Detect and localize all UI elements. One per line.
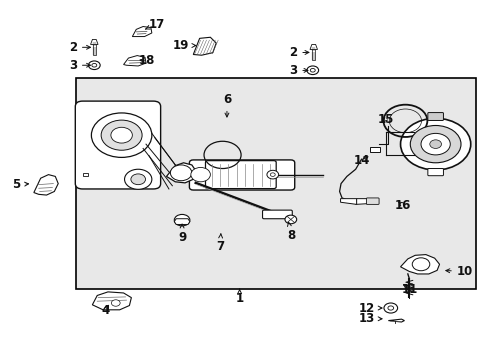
Circle shape: [170, 165, 191, 181]
FancyBboxPatch shape: [369, 147, 379, 152]
Text: 19: 19: [173, 39, 195, 52]
Circle shape: [124, 169, 152, 189]
Polygon shape: [93, 45, 96, 55]
Circle shape: [387, 306, 393, 310]
Circle shape: [270, 173, 275, 176]
Circle shape: [91, 113, 152, 157]
Polygon shape: [309, 44, 317, 49]
Circle shape: [111, 127, 132, 143]
Text: 12: 12: [358, 302, 381, 315]
Polygon shape: [90, 40, 98, 45]
Circle shape: [266, 170, 278, 179]
Text: 1: 1: [235, 289, 243, 305]
Polygon shape: [166, 163, 196, 183]
Circle shape: [411, 258, 429, 271]
Circle shape: [306, 66, 318, 75]
Circle shape: [101, 120, 142, 150]
Polygon shape: [193, 37, 216, 55]
Text: 15: 15: [377, 113, 393, 126]
Text: 2: 2: [288, 46, 308, 59]
Text: 7: 7: [216, 234, 224, 253]
Text: 14: 14: [353, 154, 369, 167]
Polygon shape: [400, 255, 439, 274]
Circle shape: [190, 167, 210, 182]
Polygon shape: [340, 199, 356, 204]
Circle shape: [111, 300, 120, 306]
Text: 16: 16: [394, 199, 410, 212]
Circle shape: [429, 140, 441, 148]
Circle shape: [131, 174, 145, 185]
FancyBboxPatch shape: [205, 161, 276, 189]
Text: 6: 6: [223, 93, 231, 117]
Bar: [76, 78, 475, 289]
Text: 3: 3: [288, 64, 307, 77]
Circle shape: [400, 118, 470, 170]
Polygon shape: [92, 292, 131, 310]
Circle shape: [310, 68, 315, 72]
Circle shape: [383, 303, 397, 313]
FancyBboxPatch shape: [427, 168, 443, 176]
Polygon shape: [123, 55, 146, 66]
Polygon shape: [311, 49, 315, 60]
Circle shape: [92, 63, 97, 67]
Polygon shape: [174, 219, 189, 225]
Text: 3: 3: [69, 59, 90, 72]
Circle shape: [420, 134, 449, 155]
Circle shape: [88, 61, 100, 69]
Polygon shape: [34, 175, 58, 195]
FancyBboxPatch shape: [427, 113, 443, 121]
Circle shape: [174, 215, 189, 226]
Text: 13: 13: [358, 312, 381, 325]
FancyBboxPatch shape: [366, 198, 378, 204]
Polygon shape: [355, 199, 368, 204]
Circle shape: [285, 215, 296, 224]
Text: 17: 17: [145, 18, 164, 31]
Text: 2: 2: [69, 41, 90, 54]
Text: 4: 4: [101, 305, 109, 318]
Circle shape: [409, 126, 460, 163]
Polygon shape: [132, 27, 152, 37]
Text: 10: 10: [445, 265, 472, 278]
Text: 5: 5: [12, 178, 28, 191]
FancyBboxPatch shape: [189, 160, 294, 190]
Text: 9: 9: [178, 224, 186, 244]
FancyBboxPatch shape: [262, 210, 292, 219]
Text: 8: 8: [286, 222, 295, 242]
Polygon shape: [82, 173, 88, 176]
Text: 11: 11: [401, 283, 418, 296]
Polygon shape: [387, 319, 404, 322]
Text: 18: 18: [139, 54, 155, 67]
FancyBboxPatch shape: [75, 101, 160, 189]
